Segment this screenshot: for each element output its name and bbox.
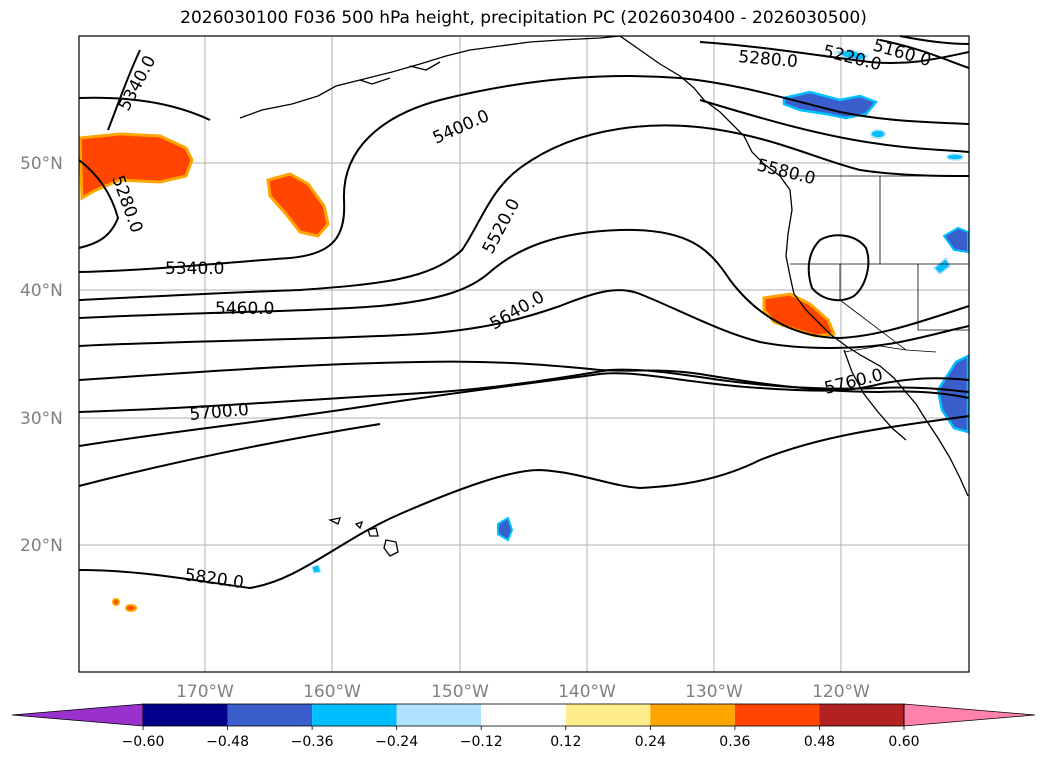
colorbar-swatch [565,704,651,726]
contour-closed-low [807,234,870,302]
lon-labels: 170°W 160°W 150°W 140°W 130°W 120°W [176,682,870,702]
colorbar-swatch [734,704,820,726]
colorbar-tick-label: −0.12 [460,734,503,750]
colorbar-tick-label: 0.12 [550,734,581,750]
colorbar-swatch [396,704,482,726]
contour-5280-west [78,159,120,249]
coastline-baja [843,349,907,441]
precip-area-hawaii-south [311,564,322,574]
lon-label-170w: 170°W [176,682,234,702]
precip-area-rockies-2 [932,256,951,276]
lat-label-40n: 40°N [20,281,63,301]
colorbar: −0.60 −0.48 −0.36 −0.24 −0.12 0.12 0.24 0.36 0.4… [11,703,1036,750]
contour-5220-east [879,39,970,69]
lon-label-120w: 120°W [812,682,870,702]
map-background [79,36,969,672]
colorbar-tick-label: −0.60 [122,734,165,750]
colorbar-tick-label: 0.48 [804,734,835,750]
colorbar-extension-high [903,703,1036,727]
contour-5400 [78,75,970,273]
colorbar-extension-low [11,703,144,727]
lon-label-160w: 160°W [303,682,361,702]
precip-area-mexico [936,353,970,434]
contour-5160-east [899,35,970,45]
colorbar-tick-label: −0.24 [375,734,418,750]
colorbar-tick-label: −0.48 [206,734,249,750]
contour-5700 [78,368,970,413]
colorbar-tick-label: 0.36 [719,734,750,750]
coastline-aleutians [359,61,441,85]
contour-5340-nw [107,49,141,131]
contour-5820-upper [78,423,381,487]
graticule [79,36,969,672]
contour-5460-east [699,99,970,153]
lon-label-140w: 140°W [558,682,616,702]
contour-5280-east [699,41,970,65]
lat-label-20n: 20°N [20,536,63,556]
contour-5460 [78,124,970,301]
precip-area-central-north-pacific [266,172,330,238]
colorbar-swatch [650,704,735,726]
contour-label: 5340.0 [165,259,224,279]
map-title: 2026030100 F036 500 hPa height, precipit… [180,8,867,28]
coastline-hawaii [328,517,399,557]
contour-5520 [78,228,970,340]
colorbar-swatch [312,704,397,726]
colorbar-tick-label: 0.60 [888,734,919,750]
contour-5340-west [78,96,211,121]
lat-label-30n: 30°N [20,409,63,429]
coastline-alaska [239,35,621,119]
precip-dot-1 [112,598,120,606]
precip-area-rockies [942,226,969,254]
colorbar-tick-label: −0.36 [291,734,334,750]
contour-5820 [78,415,970,590]
lat-labels: 50°N 40°N 30°N 20°N [20,154,63,556]
lon-label-130w: 130°W [685,682,743,702]
colorbar-swatch [143,704,228,726]
precip-area-north-1 [833,49,870,61]
lat-label-50n: 50°N [20,154,63,174]
colorbar-swatch [481,704,566,726]
precip-area-west-pacific [78,132,194,201]
colorbar-outline [142,703,905,727]
precip-area-subtropical [497,516,514,542]
contour-label: 5460.0 [215,299,274,319]
contour-5580 [78,289,970,349]
height-contours [78,35,970,590]
precip-negative-areas [311,49,970,574]
contour-5760 [78,372,970,447]
precip-positive-areas [78,132,837,612]
border-us-mexico [843,345,937,353]
colorbar-tick-label: 0.24 [635,734,666,750]
lon-label-150w: 150°W [431,682,489,702]
colorbar-swatch [227,704,313,726]
map-frame [78,35,970,673]
precip-area-north-3 [946,153,964,161]
colorbar-swatch [819,704,904,726]
precip-area-north-2 [870,129,886,139]
precip-dot-2 [125,604,137,612]
precip-area-bc-coast [782,90,879,120]
